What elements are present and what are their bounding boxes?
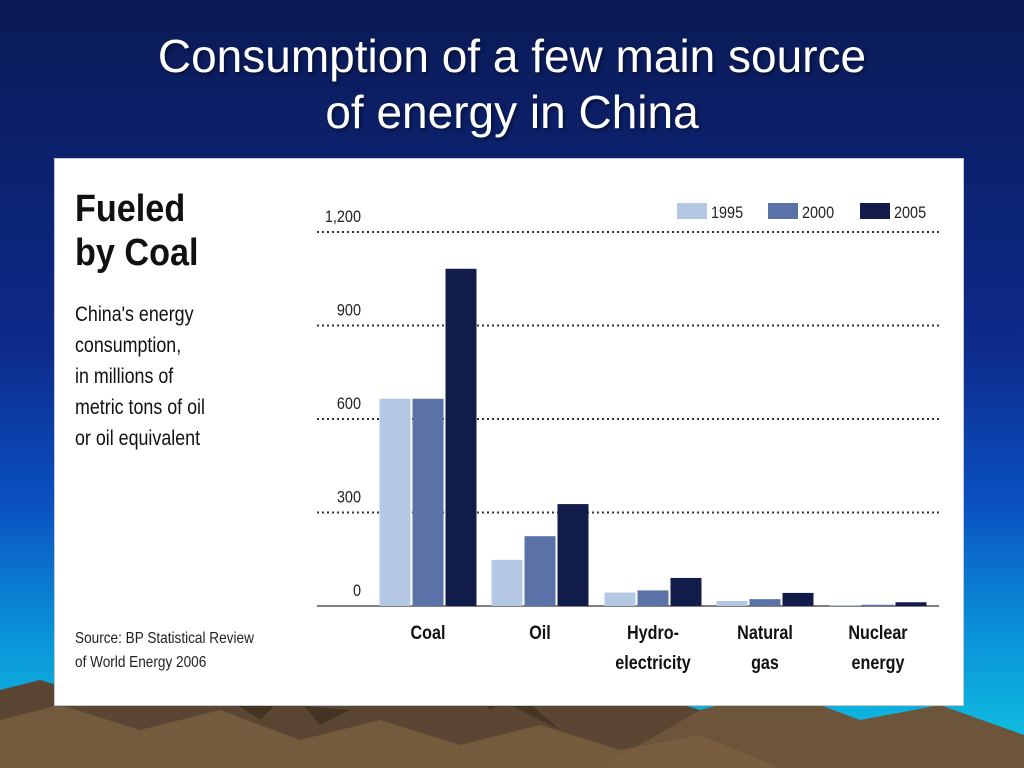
legend-swatch-2005 [860,203,890,219]
heading-line-1: Fueled [75,188,186,230]
bar-1995-3 [716,601,748,606]
subtitle-line-1: China's energy [75,303,194,326]
bar-2005-1 [557,504,589,606]
category-label: electricity [615,652,691,674]
legend-swatch-2000 [768,203,798,219]
y-tick-label: 0 [353,582,361,600]
bar-1995-1 [491,559,523,606]
bar-2005-4 [895,602,927,606]
bar-1995-2 [604,592,636,606]
chart-panel: Fueled by Coal China's energy consumptio… [54,158,964,706]
category-label: Hydro- [627,622,679,644]
y-tick-label: 300 [337,488,361,506]
slide-title-line-2: of energy in China [325,86,699,138]
subtitle-line-4: metric tons of oil [75,396,205,419]
bar-chart: 0 300 600 900 1,200 Coal Oil Hydro-electricity N… [317,203,939,674]
source-line-2: of World Energy 2006 [75,654,207,671]
y-tick-label: 1,200 [325,208,361,226]
category-label: Coal [411,622,446,644]
bar-2000-4 [862,604,894,606]
legend-label-2005: 2005 [894,204,926,222]
category-label: gas [751,652,779,674]
bar-2000-3 [749,599,781,606]
bar-1995-0 [379,398,411,606]
bar-2005-3 [782,592,814,606]
legend-swatch-1995 [677,203,707,219]
y-tick-label: 900 [337,301,361,319]
slide-title-line-1: Consumption of a few main source [157,30,867,82]
slide-title: Consumption of a few main source of ener… [0,28,1024,140]
source-note: Source: BP Statistical Review of World E… [75,627,254,675]
category-label: Nuclear [848,622,907,644]
subtitle-line-5: or oil equivalent [75,427,201,450]
subtitle-line-3: in millions of [75,365,174,388]
category-label: Oil [529,622,551,644]
subtitle-line-2: consumption, [75,334,182,357]
legend-label-2000: 2000 [802,204,834,222]
category-label: energy [852,652,905,674]
bar-2005-0 [445,268,477,606]
category-label: Natural [737,622,793,644]
y-tick-label: 600 [337,395,361,413]
bar-2000-1 [524,536,556,606]
source-line-1: Source: BP Statistical Review [75,630,254,647]
bar-2000-0 [412,398,444,606]
heading-line-2: by Coal [75,232,199,274]
legend-label-1995: 1995 [711,204,743,222]
bar-2000-2 [637,590,669,606]
bar-1995-4 [829,605,861,607]
panel-heading: Fueled by Coal [75,187,199,275]
bar-2005-2 [670,577,702,606]
panel-subtitle: China's energy consumption, in millions … [75,299,205,454]
